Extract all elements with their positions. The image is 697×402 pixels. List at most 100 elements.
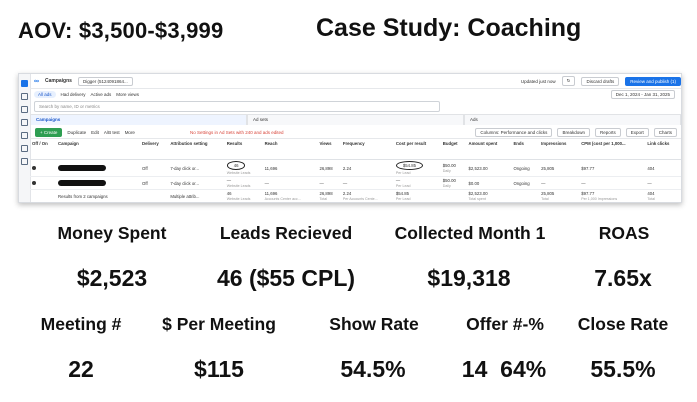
cell-budget-sub: Daily: [442, 184, 451, 188]
col-views[interactable]: Views: [317, 139, 341, 160]
totals-clicks-sub: Total: [647, 197, 655, 201]
cell-cpm: $97.77: [579, 159, 646, 177]
cell-delivery: Off: [140, 159, 169, 177]
col-cost-per-result[interactable]: Cost per result: [393, 139, 441, 160]
cell-cost-per-result: $54.85: [395, 161, 424, 170]
charts-button[interactable]: Charts: [653, 127, 677, 137]
totals-row: Results from 2 campaigns Multiple attrib…: [30, 189, 681, 202]
table-row[interactable]: Off 7-day click or... — Website Leads — —…: [30, 176, 681, 190]
metric-label-meetings: Meeting #: [40, 314, 122, 334]
metric-value-offer: 14 64%: [461, 356, 547, 382]
col-attribution[interactable]: Attribution setting: [168, 139, 225, 160]
ads-manager-screenshot: ∞ Campaigns Digger (5124091864... Update…: [18, 73, 682, 203]
totals-cpm-sub: Per 1,000 Impressions: [581, 197, 618, 201]
settings-nav-icon[interactable]: [21, 145, 28, 152]
tools-nav-icon[interactable]: [21, 158, 28, 165]
cell-attribution: 7-day click or...: [168, 159, 225, 177]
refresh-icon[interactable]: ↻: [561, 76, 576, 86]
col-cpm[interactable]: CPM (cost per 1,000...: [579, 139, 646, 160]
billing-nav-icon[interactable]: [21, 132, 28, 139]
cell-budget: $50.00: [442, 163, 456, 168]
edit-button[interactable]: Edit: [91, 129, 99, 135]
metric-label-offer: Offer #-%: [466, 314, 544, 334]
meta-logo-icon: ∞: [34, 77, 39, 85]
redacted-campaign-name: [58, 179, 106, 186]
metric-label-leads: Leads Recieved: [219, 223, 353, 243]
metric-value-leads: 46 ($55 CPL): [216, 265, 356, 291]
col-ends[interactable]: Ends: [511, 139, 540, 160]
col-budget[interactable]: Budget: [440, 139, 467, 160]
col-reach[interactable]: Reach: [262, 139, 318, 160]
tab-ad-sets[interactable]: Ad sets: [247, 114, 464, 125]
view-filters: All ads Had delivery Active ads More vie…: [30, 89, 681, 100]
totals-reach: 11,696: [264, 191, 278, 196]
metric-value-show-rate: 54.5%: [340, 356, 406, 382]
meta-nav-icon[interactable]: [21, 80, 28, 87]
col-amount-spent[interactable]: Amount spent: [466, 139, 512, 160]
col-off-on[interactable]: Off / On: [30, 139, 56, 160]
redacted-campaign-name: [58, 164, 106, 171]
search-input[interactable]: Search by name, ID or metrics: [34, 101, 440, 112]
cell-cpm: —: [579, 176, 646, 190]
cell-cpr-sub: Per Lead: [395, 184, 411, 188]
account-selector[interactable]: Digger (5124091864...: [77, 76, 133, 86]
toggle-dot[interactable]: [32, 180, 36, 185]
breakdown-button[interactable]: Breakdown: [557, 127, 590, 137]
campaigns-nav-icon[interactable]: [21, 106, 28, 113]
create-button[interactable]: + Create: [35, 127, 63, 137]
tab-campaigns[interactable]: Campaigns: [30, 114, 247, 125]
case-study-title: Case Study: Coaching: [316, 14, 582, 42]
date-range-picker[interactable]: Dec 1, 2024 - Jan 31, 2025: [610, 90, 675, 99]
filter-had-delivery[interactable]: Had delivery: [60, 92, 86, 97]
table-toolbar: + Create Duplicate Edit A/B test More No…: [30, 126, 681, 139]
totals-cpr: $54.85: [395, 191, 410, 196]
col-results[interactable]: Results: [224, 139, 263, 160]
totals-impressions: 25,805: [541, 191, 555, 196]
filter-all-ads[interactable]: All ads: [34, 91, 56, 98]
cell-views: —: [317, 176, 341, 190]
cell-results-sub: Website Leads: [226, 184, 251, 188]
cell-impressions: —: [539, 176, 580, 190]
filter-more-views[interactable]: More views: [116, 92, 140, 97]
cell-results-sub: Website Leads: [226, 171, 251, 175]
cell-reach: 11,696: [262, 159, 318, 177]
col-delivery[interactable]: Delivery: [140, 139, 169, 160]
totals-cpm: $97.77: [581, 191, 595, 196]
cell-reach: —: [262, 176, 318, 190]
filter-active-ads[interactable]: Active ads: [90, 92, 112, 97]
cell-cpr-sub: Per Lead: [395, 171, 411, 175]
top-bar: ∞ Campaigns Digger (5124091864... Update…: [30, 74, 681, 89]
campaigns-table: Off / On Campaign Delivery Attribution s…: [30, 139, 681, 202]
export-button[interactable]: Export: [625, 127, 649, 137]
totals-impressions-sub: Total: [541, 197, 549, 201]
totals-views-sub: Total: [319, 197, 328, 201]
cell-ends: Ongoing: [511, 159, 540, 177]
ab-test-button[interactable]: A/B test: [103, 129, 120, 135]
toggle-dot[interactable]: [32, 165, 36, 170]
metric-label-collected: Collected Month 1: [394, 223, 546, 243]
totals-clicks: 404: [647, 191, 655, 196]
columns-button[interactable]: Columns: Performance and clicks: [475, 127, 553, 137]
cell-impressions: 25,805: [539, 159, 580, 177]
totals-views: 26,898: [319, 191, 333, 196]
col-frequency[interactable]: Frequency: [340, 139, 394, 160]
cell-results: 46: [226, 161, 246, 170]
totals-cpr-sub: Per Lead: [395, 197, 411, 201]
reports-button[interactable]: Reports: [594, 127, 621, 137]
more-button[interactable]: More: [124, 129, 135, 135]
cell-link-clicks: —: [645, 176, 681, 190]
col-link-clicks[interactable]: Link clicks: [645, 139, 681, 160]
discard-drafts-button[interactable]: Discard drafts: [581, 76, 620, 86]
home-nav-icon[interactable]: [21, 93, 28, 100]
col-impressions[interactable]: Impressions: [539, 139, 580, 160]
totals-label: Results from 2 campaigns: [56, 189, 140, 202]
level-tabs: Campaigns Ad sets Ads: [30, 114, 681, 125]
col-campaign[interactable]: Campaign: [56, 139, 140, 160]
cell-link-clicks: 404: [645, 159, 681, 177]
cell-amount-spent: $0.00: [466, 176, 512, 190]
audience-nav-icon[interactable]: [21, 119, 28, 126]
tab-ads[interactable]: Ads: [464, 114, 681, 125]
review-publish-button[interactable]: Review and publish (1): [625, 76, 681, 86]
table-row[interactable]: Off 7-day click or... 46 Website Leads 11…: [30, 159, 681, 177]
duplicate-button[interactable]: Duplicate: [67, 129, 87, 135]
